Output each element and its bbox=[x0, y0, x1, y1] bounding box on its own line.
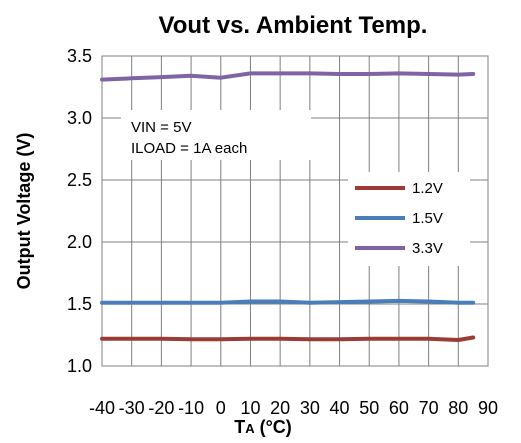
series-lines bbox=[100, 71, 476, 342]
annotation-iload: ILOAD = 1A each bbox=[131, 140, 247, 157]
plot-area-border bbox=[101, 55, 489, 367]
y-tick-label: 2.0 bbox=[67, 232, 92, 252]
x-axis-label-sub: A bbox=[245, 421, 255, 436]
x-tick-label: -10 bbox=[178, 398, 204, 418]
annotation-box: VIN = 5V ILOAD = 1A each bbox=[121, 110, 311, 160]
x-tick-label: 80 bbox=[448, 398, 468, 418]
x-tick-label: 60 bbox=[389, 398, 409, 418]
annotation-vin: VIN = 5V bbox=[131, 119, 191, 136]
series-line-3.3V bbox=[100, 71, 476, 82]
legend-label: 1.2V bbox=[412, 180, 443, 197]
x-tick-label: 30 bbox=[300, 398, 320, 418]
series-line-1.2V bbox=[100, 335, 476, 342]
y-axis-ticks: 1.0 1.5 2.0 2.5 3.0 3.5 bbox=[67, 46, 92, 376]
x-tick-label: -40 bbox=[89, 398, 115, 418]
x-axis-label-main: T bbox=[234, 417, 245, 437]
series-line-1.5V bbox=[100, 298, 476, 305]
x-tick-label: 0 bbox=[216, 398, 226, 418]
y-tick-label: 1.0 bbox=[67, 356, 92, 376]
chart-title: Vout vs. Ambient Temp. bbox=[159, 12, 428, 39]
x-axis-ticks: -40 -30 -20 -10 0 10 20 30 40 50 60 70 80 90 bbox=[89, 398, 498, 418]
x-tick-label: 90 bbox=[478, 398, 498, 418]
y-axis-label: Output Voltage (V) bbox=[14, 133, 34, 290]
x-tick-label: 20 bbox=[270, 398, 290, 418]
y-tick-label: 2.5 bbox=[67, 170, 92, 190]
x-tick-label: 70 bbox=[419, 398, 439, 418]
legend: 1.2V 1.5V 3.3V bbox=[348, 172, 470, 266]
legend-label: 3.3V bbox=[412, 240, 443, 257]
x-tick-label: -20 bbox=[148, 398, 174, 418]
x-axis-label: TA (°C) bbox=[234, 417, 292, 437]
x-tick-label: 10 bbox=[240, 398, 260, 418]
x-tick-label: 50 bbox=[359, 398, 379, 418]
y-tick-label: 3.0 bbox=[67, 108, 92, 128]
x-tick-label: -30 bbox=[119, 398, 145, 418]
legend-label: 1.5V bbox=[412, 210, 443, 227]
x-tick-label: 40 bbox=[330, 398, 350, 418]
y-tick-label: 1.5 bbox=[67, 294, 92, 314]
y-tick-label: 3.5 bbox=[67, 46, 92, 66]
x-axis-label-unit: (°C) bbox=[255, 417, 292, 437]
